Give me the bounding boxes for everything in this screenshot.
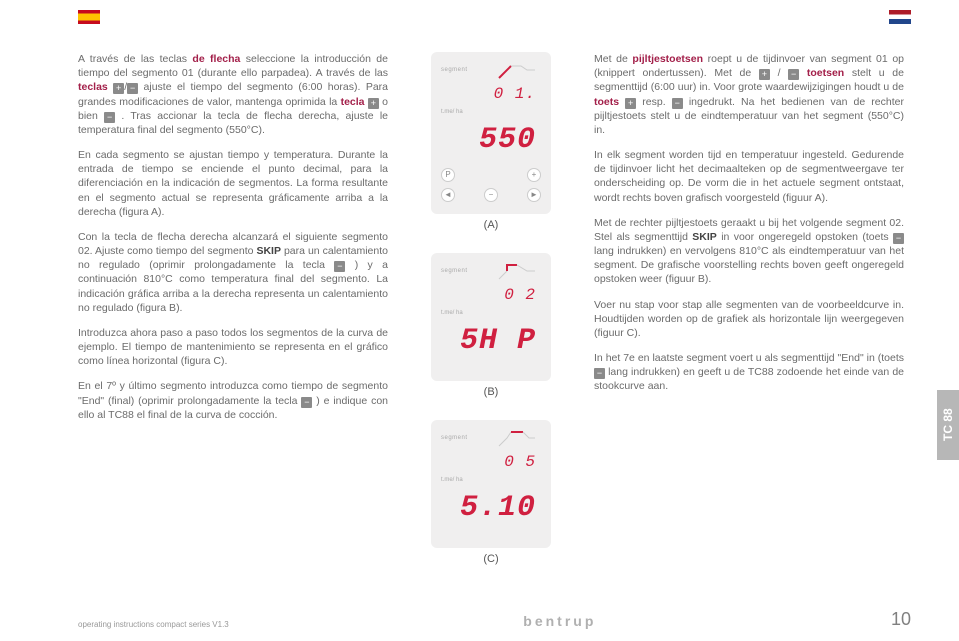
plus-icon: + (368, 98, 379, 109)
highlight: SKIP (692, 231, 717, 243)
text: lang indrukken) en vervolgens 810°C als … (594, 245, 904, 285)
highlight: toets (594, 96, 625, 108)
text: A través de las teclas (78, 53, 192, 65)
left-button: ◄ (441, 188, 455, 202)
es-para-1: A través de las teclas de flecha selecci… (78, 52, 388, 137)
flag-netherlands (889, 10, 911, 24)
content-columns: A través de las teclas de flecha selecci… (0, 0, 959, 587)
segment-label: segment (441, 434, 468, 442)
graph-icon (497, 261, 541, 281)
value-digits: 550 (441, 120, 541, 161)
text: / (778, 67, 789, 79)
text: Met de (594, 53, 632, 65)
nl-para-3: Met de rechter pijltjestoets geraakt u b… (594, 216, 904, 287)
plus-button: + (527, 168, 541, 182)
time-label: t.me/ ha (441, 108, 541, 116)
minus-button: − (484, 188, 498, 202)
minus-icon: − (104, 112, 115, 123)
text: resp. (642, 96, 671, 108)
button-row: P + (441, 168, 541, 182)
text: . Tras accionar la tecla de flecha derec… (78, 110, 388, 136)
segment-label: segment (441, 267, 468, 275)
value-digits: 5.10 (441, 488, 541, 529)
text: lang indrukken) en geeft u de TC88 zodoe… (594, 366, 904, 392)
segment-digits: 0 5 (441, 452, 541, 474)
es-para-4: Introduzca ahora paso a paso todos los s… (78, 326, 388, 369)
device-figure-c: segment 0 5 t.me/ ha 5.10 (431, 420, 551, 548)
button-row: ◄ − ► (441, 188, 541, 202)
es-para-5: En el 7º y último segmento introduzca co… (78, 379, 388, 422)
time-label: t.me/ ha (441, 476, 541, 484)
highlight: SKIP (256, 245, 281, 257)
device-figure-b: segment 0 2 t.me/ ha 5H P (431, 253, 551, 381)
highlight: toetsen (807, 67, 844, 79)
highlight: tecla (341, 96, 368, 108)
nl-para-1: Met de pijltjestoetsen roept u de tijdin… (594, 52, 904, 137)
minus-icon: − (127, 83, 138, 94)
plus-icon: + (113, 83, 124, 94)
column-dutch: Met de pijltjestoetsen roept u de tijdin… (594, 52, 904, 587)
text: in voor ongeregeld opstoken (toets (721, 231, 893, 243)
minus-icon: − (672, 98, 683, 109)
highlight: de flecha (192, 53, 240, 65)
segment-digits: 0 1. (441, 84, 541, 106)
es-para-3: Con la tecla de flecha derecha alcanzará… (78, 230, 388, 315)
es-para-2: En cada segmento se ajustan tiempo y tem… (78, 148, 388, 219)
plus-icon: + (625, 98, 636, 109)
figure-label-a: (A) (484, 218, 499, 233)
p-button: P (441, 168, 455, 182)
minus-icon: − (334, 261, 345, 272)
side-tab: TC 88 (937, 390, 959, 460)
segment-label: segment (441, 66, 468, 74)
footer: operating instructions compact series V1… (78, 607, 911, 631)
nl-para-5: In het 7e en laatste segment voert u als… (594, 351, 904, 394)
plus-icon: + (759, 69, 770, 80)
text: ingedrukt. Na het bedienen van de rechte… (594, 96, 904, 136)
highlight: teclas (78, 81, 113, 93)
right-button: ► (527, 188, 541, 202)
figure-label-b: (B) (484, 385, 499, 400)
page-number: 10 (891, 607, 911, 631)
highlight: pijltjestoetsen (632, 53, 703, 65)
graph-icon (497, 428, 541, 448)
graph-icon (497, 60, 541, 80)
flag-spain (78, 10, 100, 24)
footer-text: operating instructions compact series V1… (78, 620, 229, 631)
minus-icon: − (301, 397, 312, 408)
nl-para-4: Voer nu stap voor stap alle segmenten va… (594, 298, 904, 341)
brand-logo: bentrup (523, 612, 596, 631)
device-figure-a: segment 0 1. t.me/ ha 550 P + ◄ − ► (431, 52, 551, 214)
value-digits: 5H P (441, 321, 541, 362)
time-label: t.me/ ha (441, 309, 541, 317)
nl-para-2: In elk segment worden tijd en temperatuu… (594, 148, 904, 205)
column-figures: segment 0 1. t.me/ ha 550 P + ◄ − ► (A) … (406, 52, 576, 587)
column-spanish: A través de las teclas de flecha selecci… (78, 52, 388, 587)
minus-icon: − (893, 233, 904, 244)
text: In het 7e en laatste segment voert u als… (594, 352, 904, 364)
minus-icon: − (594, 368, 605, 379)
segment-digits: 0 2 (441, 285, 541, 307)
figure-label-c: (C) (483, 552, 498, 567)
minus-icon: − (788, 69, 799, 80)
